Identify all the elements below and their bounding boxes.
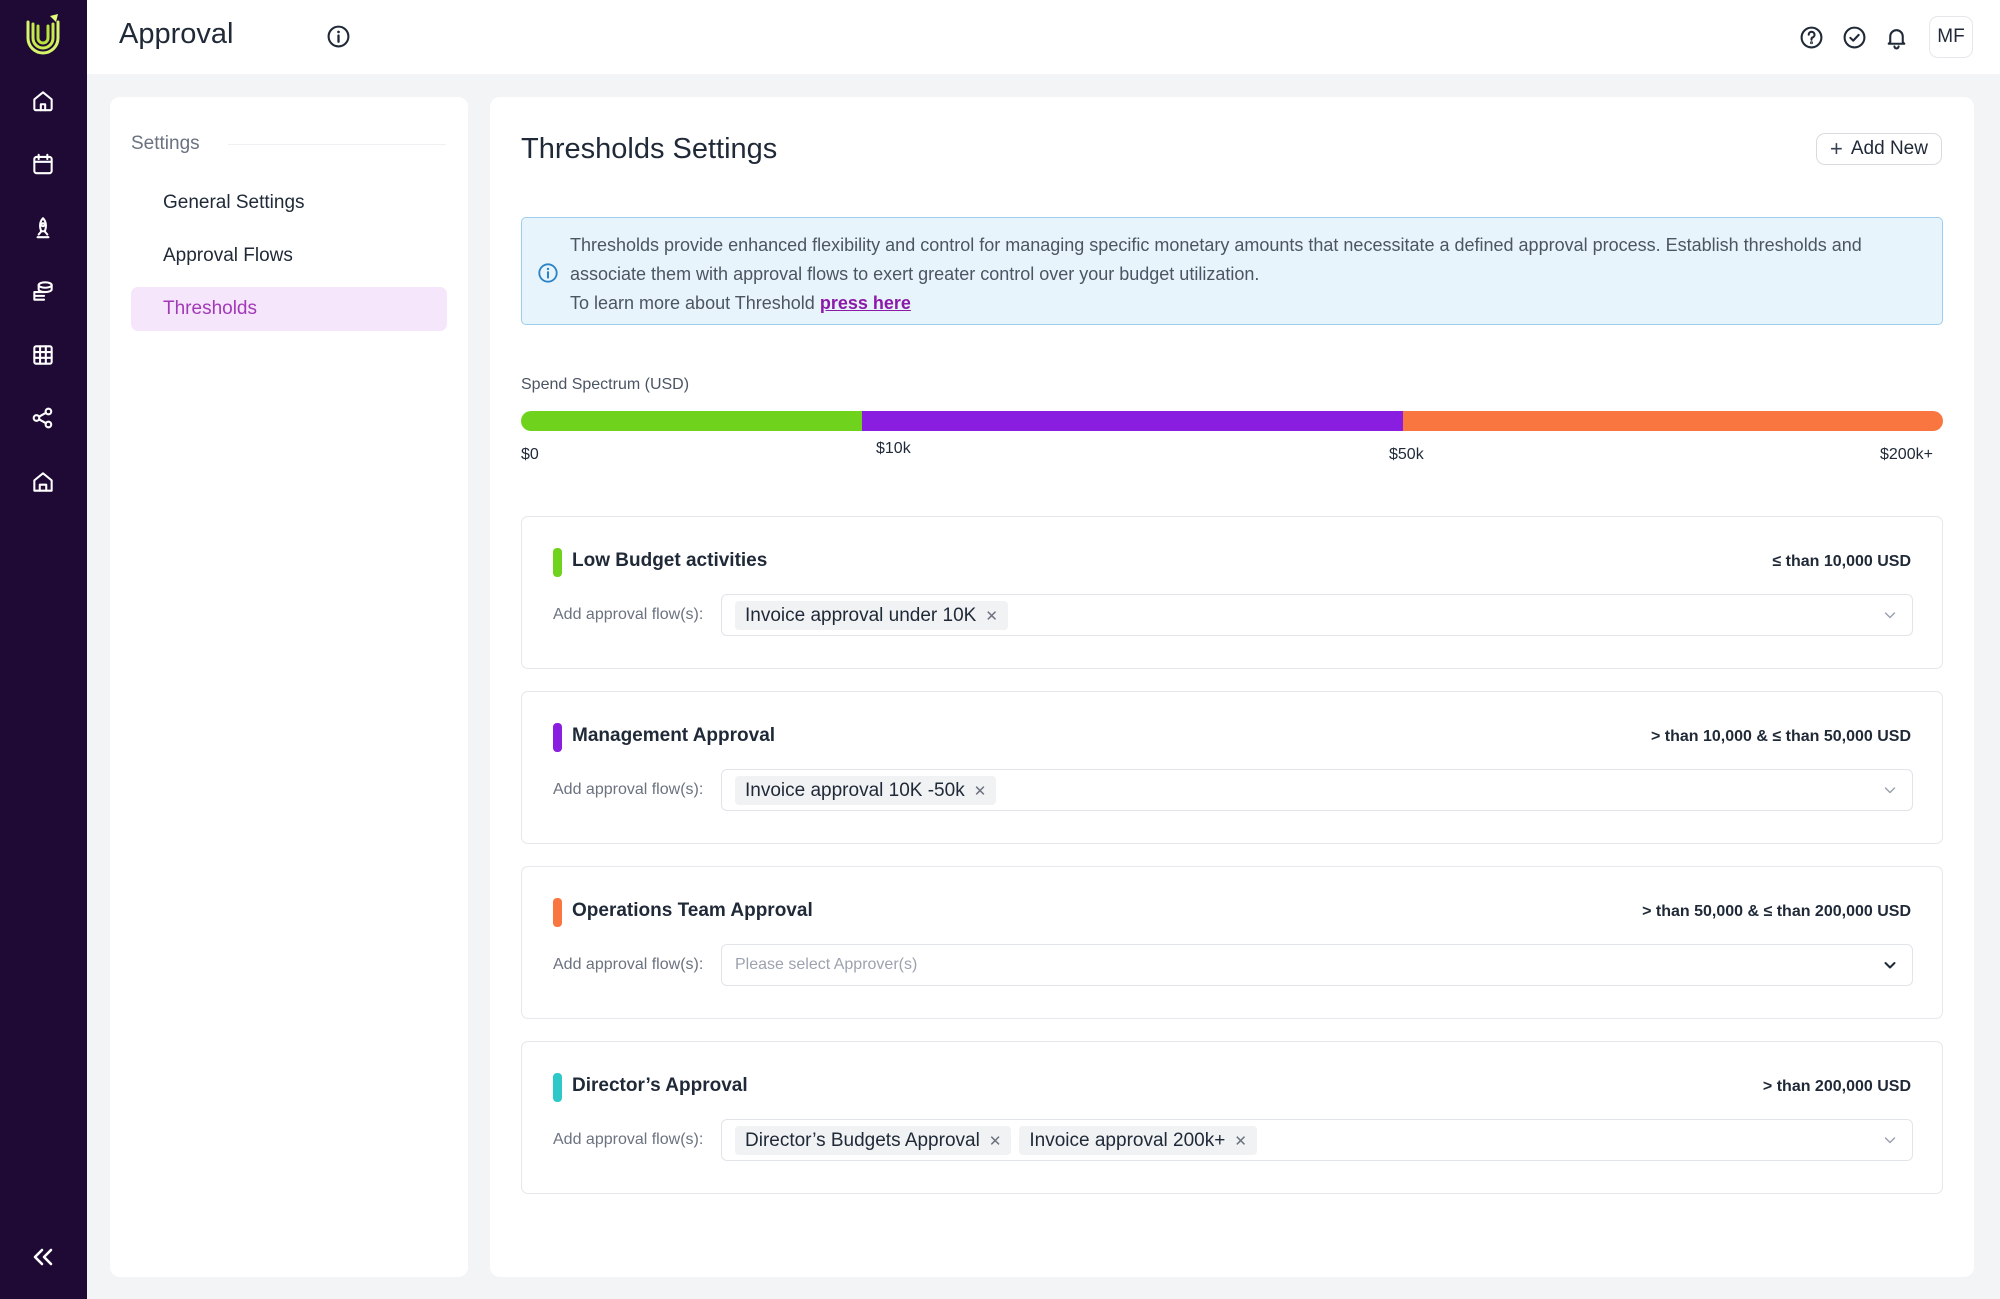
threshold-range: > than 50,000 & ≤ than 200,000 USD: [1642, 903, 1911, 920]
selected-flows: Invoice approval under 10K ✕: [735, 601, 1008, 630]
threshold-range: ≤ than 10,000 USD: [1772, 553, 1911, 570]
check-circle-icon[interactable]: [1839, 22, 1869, 52]
info-banner: Thresholds provide enhanced flexibility …: [521, 217, 1943, 325]
threshold-color-bar: [553, 548, 562, 577]
flow-tag-label: Invoice approval 200k+: [1029, 1129, 1226, 1151]
settings-item-thresholds[interactable]: Thresholds: [131, 287, 447, 331]
table-icon[interactable]: [28, 340, 58, 370]
threshold-card: Low Budget activities ≤ than 10,000 USD …: [521, 516, 1943, 669]
spectrum-tick: $50k: [1389, 446, 1424, 463]
share-icon[interactable]: [28, 403, 58, 433]
spectrum-tick: $200k+: [1880, 446, 1933, 463]
spectrum-segment: [521, 411, 863, 431]
flow-tag-label: Invoice approval under 10K: [745, 604, 977, 626]
selected-flows: Director’s Budgets Approval ✕ Invoice appr…: [735, 1126, 1257, 1155]
spectrum-segment: [1402, 411, 1943, 431]
budget-icon[interactable]: [28, 276, 58, 306]
top-header: Approval MF: [87, 0, 2000, 74]
help-icon[interactable]: [1796, 22, 1826, 52]
threshold-color-bar: [553, 1073, 562, 1102]
flow-tag: Director’s Budgets Approval ✕: [735, 1126, 1012, 1155]
add-new-label: Add New: [1850, 138, 1928, 159]
home-icon[interactable]: [28, 86, 58, 116]
press-here-link[interactable]: press here: [819, 293, 911, 313]
remove-tag-icon[interactable]: ✕: [1234, 1132, 1247, 1150]
selected-flows: Invoice approval 10K -50k ✕: [735, 776, 997, 805]
collapse-sidebar-icon[interactable]: [26, 1240, 60, 1274]
approval-flow-select[interactable]: Please select Approver(s): [721, 944, 1913, 986]
chevron-down-icon: [1884, 787, 1896, 794]
heading-divider: [228, 144, 446, 145]
banner-text: Thresholds provide enhanced flexibility …: [570, 231, 1930, 318]
threshold-card: Operations Team Approval > than 50,000 &…: [521, 866, 1943, 1019]
spectrum-label: Spend Spectrum (USD): [521, 376, 690, 393]
threshold-color-bar: [553, 723, 562, 752]
bell-icon[interactable]: [1881, 22, 1911, 52]
threshold-name: Low Budget activities: [572, 550, 768, 571]
threshold-range: > than 10,000 & ≤ than 50,000 USD: [1651, 728, 1911, 745]
plus-icon: +: [1830, 136, 1843, 161]
approval-flow-label: Add approval flow(s):: [553, 781, 704, 798]
chevron-down-icon: [1884, 962, 1896, 969]
settings-item-approval-flows[interactable]: Approval Flows: [163, 245, 293, 266]
threshold-card: Director’s Approval > than 200,000 USD A…: [521, 1041, 1943, 1194]
threshold-range: > than 200,000 USD: [1762, 1078, 1911, 1095]
approval-flow-label: Add approval flow(s):: [553, 1131, 704, 1148]
calendar-icon[interactable]: [28, 149, 58, 179]
flow-tag-label: Director’s Budgets Approval: [745, 1129, 980, 1151]
approval-flow-label: Add approval flow(s):: [553, 956, 704, 973]
add-new-button[interactable]: + Add New: [1816, 133, 1942, 165]
threshold-name: Operations Team Approval: [572, 900, 813, 921]
page-title: Approval: [119, 18, 234, 50]
flow-tag: Invoice approval 10K -50k ✕: [735, 776, 997, 805]
flow-tag-label: Invoice approval 10K -50k: [745, 779, 965, 801]
spend-spectrum-bar: [521, 411, 1943, 431]
info-icon[interactable]: [326, 24, 351, 49]
chevron-down-icon: [1884, 612, 1896, 619]
spectrum-tick: $0: [521, 446, 539, 463]
threshold-card: Management Approval > than 10,000 & ≤ th…: [521, 691, 1943, 844]
thresholds-card: Thresholds Settings + Add New Thresholds…: [490, 97, 1974, 1277]
flow-tag: Invoice approval 200k+ ✕: [1019, 1126, 1257, 1155]
flow-tag: Invoice approval under 10K ✕: [735, 601, 1008, 630]
chevron-down-icon: [1884, 1137, 1896, 1144]
section-title: Thresholds Settings: [521, 133, 778, 165]
settings-heading: Settings: [131, 133, 200, 154]
spectrum-tick: $10k: [876, 440, 911, 457]
app-logo-icon[interactable]: [22, 12, 64, 56]
store-icon[interactable]: [28, 467, 58, 497]
remove-tag-icon[interactable]: ✕: [973, 782, 987, 800]
banner-learn-more: To learn more about Threshold: [570, 293, 815, 313]
threshold-name: Director’s Approval: [572, 1075, 748, 1096]
left-nav-rail: [0, 0, 87, 1299]
spectrum-segment: [862, 411, 1403, 431]
threshold-color-bar: [553, 898, 562, 927]
remove-tag-icon[interactable]: ✕: [985, 607, 998, 625]
settings-item-general[interactable]: General Settings: [163, 192, 305, 213]
settings-panel: Settings General Settings Approval Flows…: [110, 97, 468, 1277]
rocket-icon[interactable]: [28, 213, 58, 243]
user-avatar[interactable]: MF: [1929, 16, 1973, 58]
approval-flow-select[interactable]: Invoice approval 10K -50k ✕: [721, 769, 1913, 811]
banner-description: Thresholds provide enhanced flexibility …: [570, 235, 1862, 284]
approval-flow-select[interactable]: Invoice approval under 10K ✕: [721, 594, 1913, 636]
approval-flow-select[interactable]: Director’s Budgets Approval ✕ Invoice appr…: [721, 1119, 1913, 1161]
remove-tag-icon[interactable]: ✕: [988, 1132, 1002, 1150]
approval-flow-label: Add approval flow(s):: [553, 606, 704, 623]
select-placeholder: Please select Approver(s): [735, 956, 918, 973]
info-icon: [537, 262, 559, 284]
threshold-name: Management Approval: [572, 725, 776, 746]
